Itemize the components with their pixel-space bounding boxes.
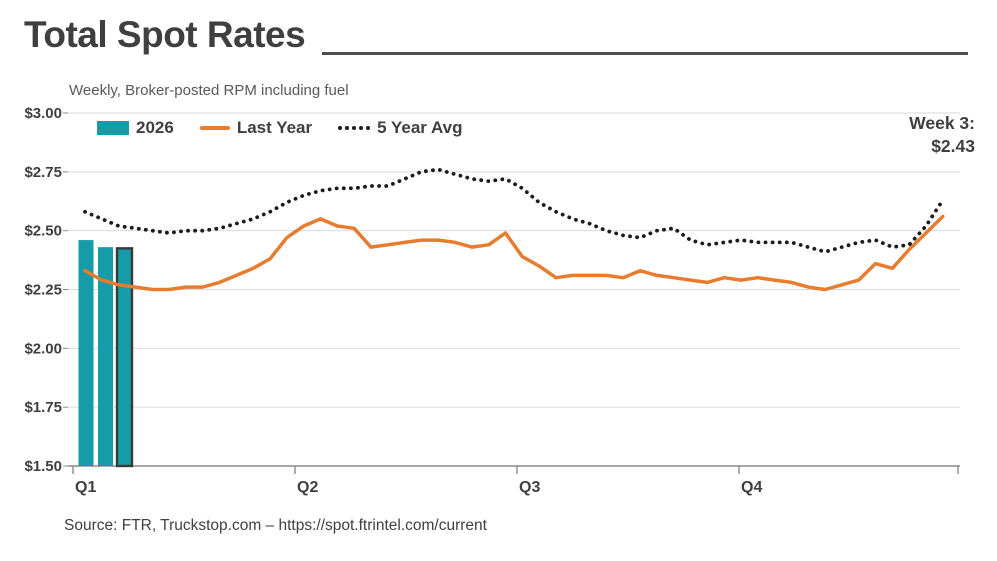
- x-axis: [68, 465, 960, 474]
- y-tick-label: $2.00: [24, 340, 62, 357]
- five-year-avg-dotted-line: [83, 167, 945, 254]
- chart-legend: 2026 Last Year 5 Year Avg: [97, 118, 463, 138]
- line-swatch-icon: [199, 126, 230, 130]
- x-tick-label: Q1: [75, 479, 96, 496]
- y-tick-label: $1.75: [24, 399, 62, 416]
- bar-week-3: [115, 247, 134, 468]
- current-week-callout: Week 3: $2.43: [909, 112, 975, 158]
- bar-week-2: [98, 247, 113, 466]
- y-tick-label: $1.50: [24, 458, 62, 475]
- legend-label: 2026: [136, 118, 174, 137]
- page-title: Total Spot Rates: [24, 14, 306, 55]
- y-gridlines: [63, 112, 960, 467]
- source-attribution: Source: FTR, Truckstop.com – https://spo…: [64, 517, 487, 534]
- bar-swatch-icon: [97, 121, 129, 135]
- y-tick-label: $2.50: [24, 223, 62, 240]
- dotted-swatch-icon: [338, 126, 371, 130]
- current-week-value: $2.43: [931, 136, 975, 156]
- x-tick-label: Q2: [297, 479, 318, 496]
- x-tick-label: Q3: [519, 479, 540, 496]
- legend-label: 5 Year Avg: [377, 118, 463, 137]
- y-tick-label: $2.75: [24, 164, 62, 181]
- series-2026-bars: [78, 240, 134, 468]
- bar-week-1: [78, 240, 94, 466]
- x-axis-labels: Q1 Q2 Q3 Q4: [75, 479, 762, 496]
- y-axis-labels: $3.00 $2.75 $2.50 $2.25 $2.00 $1.75 $1.50: [24, 105, 62, 475]
- title-underline: [322, 52, 968, 55]
- legend-label: Last Year: [236, 118, 313, 137]
- legend-item-2026[interactable]: 2026: [97, 118, 174, 138]
- y-tick-label: $2.25: [24, 282, 62, 299]
- legend-item-5-year-avg[interactable]: 5 Year Avg: [338, 118, 463, 138]
- current-week-label: Week 3:: [909, 113, 975, 133]
- chart-subtitle: Weekly, Broker-posted RPM including fuel: [69, 82, 349, 99]
- legend-item-last-year[interactable]: Last Year: [199, 118, 313, 138]
- last-year-line: [83, 214, 945, 292]
- y-tick-label: $3.00: [24, 105, 62, 122]
- x-tick-label: Q4: [741, 479, 762, 496]
